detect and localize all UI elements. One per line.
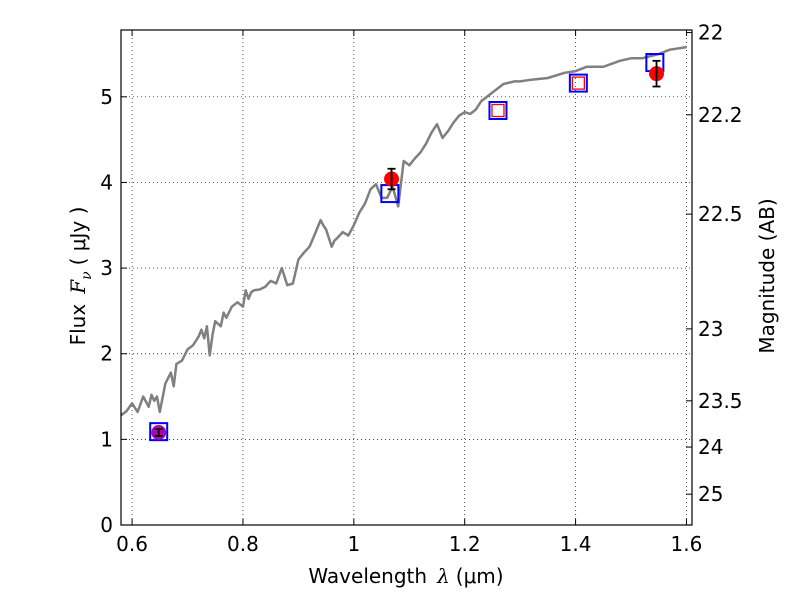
y2-tick-label: 25 [698, 482, 723, 506]
model-spectrum [120, 45, 687, 417]
plot-frame [120, 29, 693, 526]
x-tick-label: 1 [347, 532, 360, 556]
model-flux-square [488, 101, 508, 121]
model-flux-square [149, 422, 169, 442]
grid-lines [121, 30, 692, 526]
inner-flux-square [491, 103, 505, 118]
x-tick-label: 1.6 [671, 532, 703, 556]
model-spectrum-line [120, 45, 687, 417]
y-tick-label: 3 [100, 256, 113, 280]
x-tick-label: 0.8 [227, 532, 259, 556]
x-tick-label: 1.4 [560, 532, 592, 556]
y2-tick-label: 22.2 [698, 103, 743, 127]
y-tick-label: 4 [100, 170, 113, 194]
x-tick-label: 1.2 [449, 532, 481, 556]
photometry-markers [149, 53, 665, 442]
axis-ticks: 0.6 0.8 1 1.2 1.4 1.60123452222.222.52323.524… [100, 21, 742, 556]
y2-tick-label: 23 [698, 317, 723, 341]
y2-axis-label: Magnitude (AB) [755, 198, 779, 353]
y2-tick-label: 24 [698, 435, 723, 459]
y-tick-label: 5 [100, 85, 113, 109]
y-tick-label: 0 [100, 513, 113, 537]
x-axis-label: Wavelength λ (μm) [308, 564, 503, 588]
inner-flux-square [571, 76, 586, 90]
y2-tick-label: 22 [698, 21, 723, 45]
y2-tick-label: 23.5 [698, 389, 743, 413]
y-tick-label: 2 [100, 342, 113, 366]
y-axis-label: FluxFν( μJy ) [66, 207, 95, 346]
model-flux-square [568, 73, 588, 93]
x-tick-label: 0.6 [116, 532, 148, 556]
y2-tick-label: 22.5 [698, 202, 743, 226]
y-tick-label: 1 [100, 427, 113, 451]
